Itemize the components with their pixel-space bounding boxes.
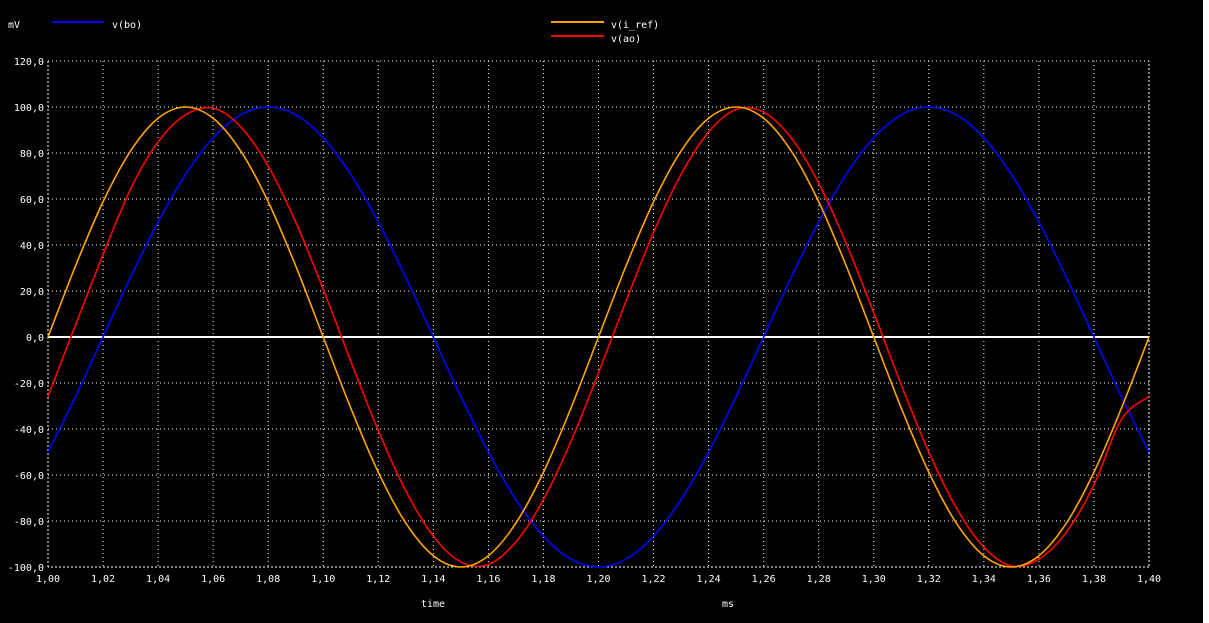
x-axis-label: time [421, 599, 445, 610]
x-tick-label: 1,38 [1082, 574, 1106, 585]
x-tick-label: 1,20 [586, 574, 610, 585]
y-tick-label: 60,0 [20, 195, 44, 206]
x-tick-label: 1,12 [366, 574, 390, 585]
series-line-v-i-ref [47, 106, 1150, 568]
legend-item-v-bo: v(bo) [52, 20, 142, 31]
x-tick-label: 1,04 [146, 574, 170, 585]
legend-label-v-ao: v(ao) [611, 34, 641, 45]
y-tick-label: -60,0 [14, 471, 44, 482]
plot-frame [47, 60, 1150, 568]
x-tick-label: 1,40 [1137, 574, 1161, 585]
x-tick-label: 1,14 [421, 574, 445, 585]
y-tick-label: -40,0 [14, 425, 44, 436]
window-border [1203, 0, 1209, 623]
x-tick-label: 1,06 [201, 574, 225, 585]
series-line-v-bo [47, 106, 1150, 568]
x-tick-label: 1,16 [476, 574, 500, 585]
y-tick-label: -20,0 [14, 379, 44, 390]
plot-grid [47, 60, 1150, 568]
x-tick-label: 1,00 [36, 574, 60, 585]
x-tick-label: 1,10 [311, 574, 335, 585]
x-tick-label: 1,36 [1027, 574, 1051, 585]
y-tick-label: 100,0 [14, 103, 44, 114]
x-tick-label: 1,30 [862, 574, 886, 585]
y-tick-label: 40,0 [20, 241, 44, 252]
x-tick-label: 1,28 [807, 574, 831, 585]
x-tick-label: 1,32 [917, 574, 941, 585]
x-tick-label: 1,22 [642, 574, 666, 585]
y-tick-label: -80,0 [14, 517, 44, 528]
legend-label-v-bo: v(bo) [112, 20, 142, 31]
y-unit-label: mV [8, 20, 20, 31]
x-tick-label: 1,18 [531, 574, 555, 585]
x-axis-ticks: 1,00 1,02 1,04 1,06 1,08 1,10 1,12 1,14 1,16 1,18… [36, 574, 1161, 585]
y-tick-label: 0,0 [26, 333, 44, 344]
x-tick-label: 1,08 [256, 574, 280, 585]
y-axis-ticks: 120,0 100,0 80,0 60,0 40,0 20,0 0,0 -20,0 -40,0 -… [8, 57, 44, 574]
legend-item-v-ao: v(ao) [551, 34, 641, 45]
x-tick-label: 1,24 [697, 574, 721, 585]
series-layer [47, 106, 1150, 568]
x-tick-label: 1,26 [752, 574, 776, 585]
y-tick-label: 120,0 [14, 57, 44, 68]
series-line-v-ao [47, 106, 1150, 568]
y-tick-label: -100,0 [8, 563, 44, 574]
x-unit-label: ms [722, 599, 734, 610]
x-tick-label: 1,34 [972, 574, 996, 585]
y-tick-label: 20,0 [20, 287, 44, 298]
legend-item-v-i-ref: v(i_ref) [551, 20, 659, 31]
y-tick-label: 80,0 [20, 149, 44, 160]
legend-label-v-i-ref: v(i_ref) [611, 20, 659, 31]
x-tick-label: 1,02 [91, 574, 115, 585]
